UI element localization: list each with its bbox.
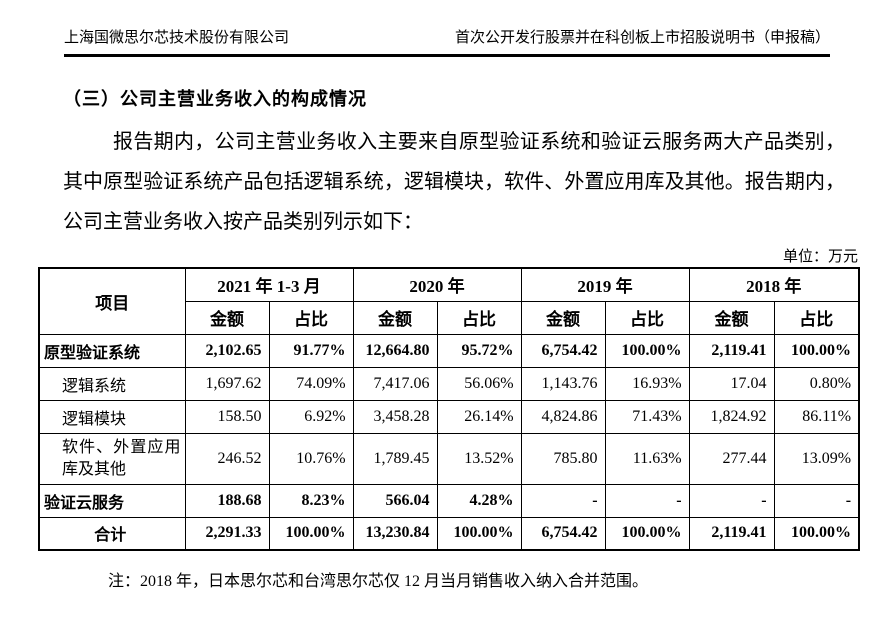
cell-amount: 6,754.42 [520,333,606,368]
cell-amount: 277.44 [688,432,775,485]
col-header-ratio: 占比 [604,300,690,335]
cell-ratio: 16.93% [604,366,690,401]
col-header-amount: 金额 [688,300,775,335]
col-header-amount: 金额 [520,300,606,335]
section-title: （三）公司主营业务收入的构成情况 [63,89,367,109]
cell-ratio: 11.63% [604,432,690,485]
table-header-measures: 金额 占比 金额 占比 金额 占比 金额 占比 [39,300,860,335]
cell-amount: 566.04 [352,483,438,518]
cell-ratio: 10.76% [268,432,354,485]
cell-ratio: 0.80% [773,366,860,401]
cell-amount: 17.04 [688,366,775,401]
row-label: 原型验证系统 [38,333,186,368]
cell-amount: - [520,483,606,518]
col-header-ratio: 占比 [268,300,354,335]
revenue-composition-table: 项目 2021 年 1-3 月 2020 年 2019 年 2018 年 金额 … [38,267,861,551]
footnote: 注：2018 年，日本思尔芯和台湾思尔芯仅 12 月当月销售收入纳入合并范围。 [108,573,649,590]
cell-amount: 2,119.41 [688,333,775,368]
table-row-prototype-verification-system: 原型验证系统 2,102.65 91.77% 12,664.80 95.72% … [38,333,860,368]
col-header-amount: 金额 [184,300,270,335]
company-name: 上海国微思尔芯技术股份有限公司 [64,30,290,46]
cell-amount: 1,143.76 [520,366,606,401]
cell-ratio: 26.14% [436,399,522,434]
col-header-2021q1: 2021 年 1-3 月 [184,267,354,302]
page-header: 上海国微思尔芯技术股份有限公司 首次公开发行股票并在科创板上市招股说明书（申报稿… [64,26,830,57]
cell-amount: 12,664.80 [352,333,438,368]
cell-ratio: - [604,483,690,518]
col-header-2018: 2018 年 [688,267,860,302]
cell-ratio: - [773,483,860,518]
cell-amount: 6,754.42 [520,516,606,551]
row-label: 合计 [38,516,186,551]
cell-ratio: 100.00% [604,333,690,368]
table-row-logic-module: 逻辑模块 158.50 6.92% 3,458.28 26.14% 4,824.… [38,399,860,434]
cell-amount: 7,417.06 [352,366,438,401]
row-label: 验证云服务 [38,483,186,518]
col-header-2019: 2019 年 [520,267,690,302]
cell-ratio: 6.92% [268,399,354,434]
cell-amount: 3,458.28 [352,399,438,434]
cell-ratio: 71.43% [604,399,690,434]
table-row-logic-system: 逻辑系统 1,697.62 74.09% 7,417.06 56.06% 1,1… [38,366,860,401]
cell-amount: 158.50 [184,399,270,434]
cell-ratio: 86.11% [773,399,860,434]
intro-paragraph: 报告期内，公司主营业务收入主要来自原型验证系统和验证云服务两大产品类别，其中原型… [63,131,845,233]
col-header-amount: 金额 [352,300,438,335]
cell-amount: 1,824.92 [688,399,775,434]
unit-label: 单位：万元 [782,249,858,265]
cell-amount: 2,291.33 [184,516,270,551]
cell-ratio: 95.72% [436,333,522,368]
cell-amount: 2,102.65 [184,333,270,368]
cell-ratio: 91.77% [268,333,354,368]
cell-ratio: 13.09% [773,432,860,485]
doc-title: 首次公开发行股票并在科创板上市招股说明书（申报稿） [454,30,830,46]
row-label: 软件、外置应用库及其他 [38,432,186,485]
cell-ratio: 74.09% [268,366,354,401]
cell-ratio: 8.23% [268,483,354,518]
table-row-verification-cloud-service: 验证云服务 188.68 8.23% 566.04 4.28% - - - - [38,483,860,518]
cell-amount: 246.52 [184,432,270,485]
cell-ratio: 56.06% [436,366,522,401]
table-row-software-external-library-other: 软件、外置应用库及其他 246.52 10.76% 1,789.45 13.52… [38,432,860,485]
cell-ratio: 4.28% [436,483,522,518]
cell-ratio: 100.00% [773,333,860,368]
cell-ratio: 100.00% [436,516,522,551]
cell-amount: 4,824.86 [520,399,606,434]
cell-ratio: 100.00% [773,516,860,551]
cell-amount: 13,230.84 [352,516,438,551]
col-header-2020: 2020 年 [352,267,522,302]
col-header-ratio: 占比 [773,300,860,335]
table-header-periods: 项目 2021 年 1-3 月 2020 年 2019 年 2018 年 [38,267,860,335]
cell-ratio: 13.52% [436,432,522,485]
cell-amount: 2,119.41 [688,516,775,551]
col-header-item: 项目 [38,267,186,335]
row-label: 逻辑模块 [38,399,186,434]
cell-amount: 785.80 [520,432,606,485]
cell-ratio: 100.00% [268,516,354,551]
cell-amount: 1,697.62 [184,366,270,401]
cell-ratio: 100.00% [604,516,690,551]
row-label: 逻辑系统 [38,366,186,401]
cell-amount: 1,789.45 [352,432,438,485]
cell-amount: 188.68 [184,483,270,518]
cell-amount: - [688,483,775,518]
table-row-total: 合计 2,291.33 100.00% 13,230.84 100.00% 6,… [38,516,860,551]
col-header-ratio: 占比 [436,300,522,335]
